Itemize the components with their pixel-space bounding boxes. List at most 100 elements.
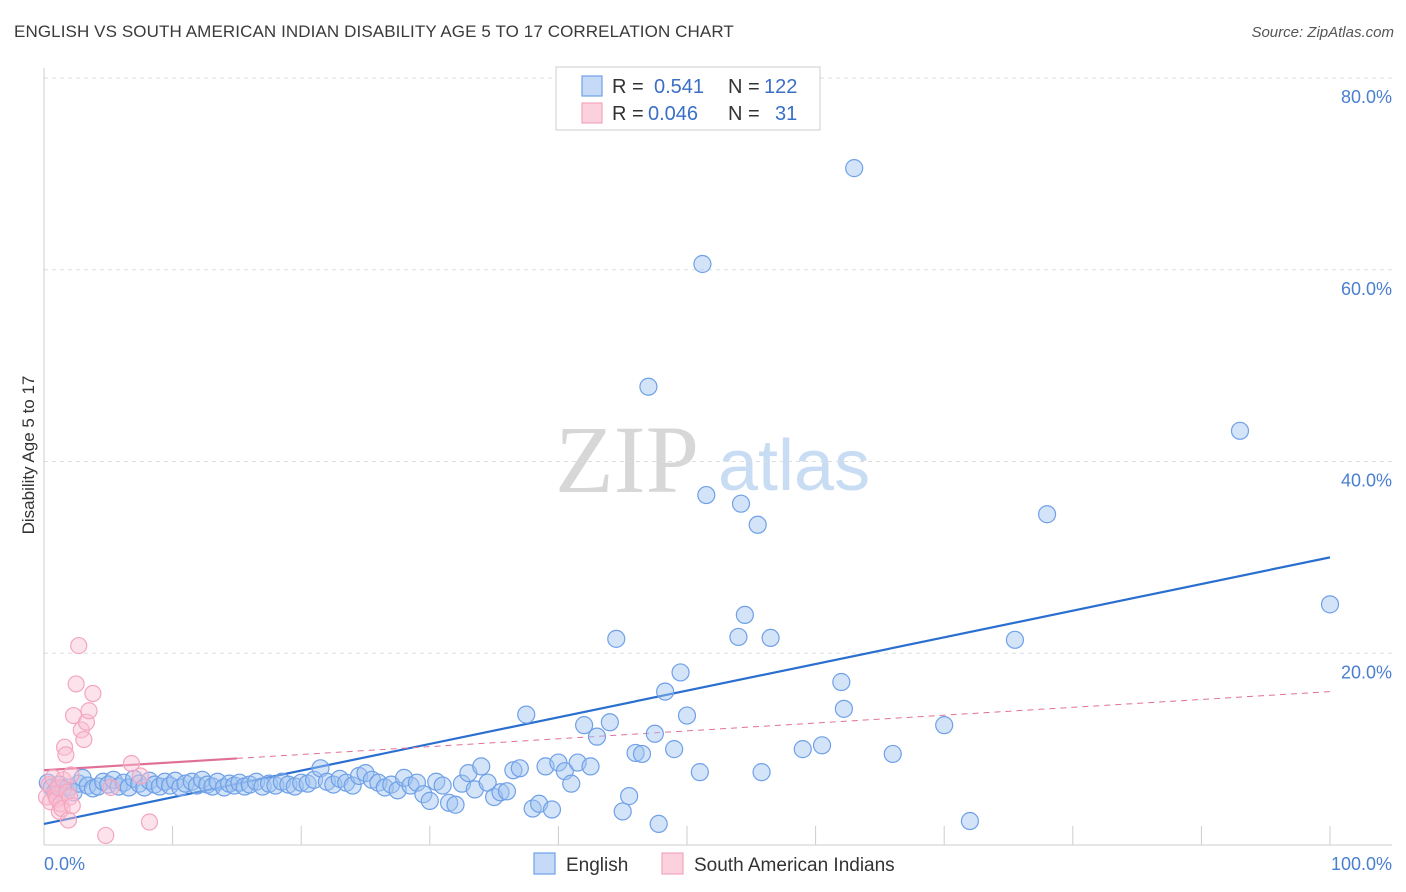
english-point-116 <box>761 628 780 648</box>
english-point-111 <box>729 627 748 647</box>
english-point-101 <box>639 377 658 396</box>
english-point-94 <box>587 727 607 746</box>
english-point-82 <box>510 759 529 778</box>
sai-point-25 <box>84 684 102 703</box>
english-point-117 <box>793 740 812 759</box>
bottom-legend-swatch-sai <box>661 852 684 875</box>
english-point-106 <box>671 663 690 682</box>
english-point-108 <box>690 763 709 782</box>
english-point-109 <box>693 254 712 274</box>
english-point-72 <box>446 795 465 814</box>
english-point-93 <box>581 757 600 776</box>
english-point-76 <box>472 757 491 776</box>
sai-point-12 <box>57 746 75 764</box>
english-point-79 <box>491 783 510 802</box>
english-point-118 <box>812 736 832 755</box>
english-point-122 <box>883 744 902 764</box>
legend-n-label-2: N = <box>728 103 760 125</box>
english-point-115 <box>752 763 771 782</box>
legend-swatch-sai <box>581 102 603 124</box>
chart-title: ENGLISH VS SOUTH AMERICAN INDIAN DISABIL… <box>14 22 734 41</box>
axes <box>43 68 1392 846</box>
legend-r-value-2: 0.046 <box>648 103 698 125</box>
legend-r-label-1: R = <box>612 76 644 98</box>
bottom-legend-swatch-english <box>533 852 556 875</box>
sai-point-17 <box>63 797 81 815</box>
english-point-107 <box>677 706 697 725</box>
english-point-80 <box>497 782 517 801</box>
english-point-103 <box>649 814 668 834</box>
english-point-125 <box>1005 630 1025 649</box>
sai-point-28 <box>122 754 141 773</box>
source-label: Source: ZipAtlas.com <box>1251 24 1394 41</box>
english-point-120 <box>834 699 853 718</box>
legend: R = 0.541 N = 122 R = 0.046 N = 31 <box>555 66 821 131</box>
english-point-123 <box>935 716 954 735</box>
english-point-121 <box>845 159 864 178</box>
english-point-66 <box>407 773 427 792</box>
sai-trend-line-dashed <box>236 691 1331 759</box>
english-point-100 <box>632 744 652 764</box>
y-tick-label-2: 60.0% <box>1341 279 1392 299</box>
x-ticks: 0.0% 100.0% <box>44 854 1392 874</box>
english-point-112 <box>731 494 751 513</box>
english-point-104 <box>656 682 675 701</box>
english-point-81 <box>504 761 523 780</box>
english-point-71 <box>439 793 459 812</box>
english-point-99 <box>626 743 645 763</box>
sai-point-20 <box>70 636 88 655</box>
legend-swatch-english <box>581 75 603 97</box>
data-points <box>37 159 1340 845</box>
english-point-97 <box>613 802 632 821</box>
english-point-67 <box>414 785 433 804</box>
legend-r-value-1: 0.541 <box>654 76 704 98</box>
english-point-105 <box>665 740 684 759</box>
english-point-110 <box>697 485 716 505</box>
sai-point-29 <box>131 767 150 785</box>
x-tick-label-0: 0.0% <box>44 854 85 874</box>
watermark-zip: ZIP <box>555 406 699 513</box>
english-point-56 <box>343 776 362 795</box>
english-point-70 <box>433 776 452 795</box>
legend-n-value-1: 122 <box>764 76 797 98</box>
sai-point-26 <box>97 826 115 845</box>
bottom-legend-english: English <box>566 855 628 876</box>
sai-point-14 <box>59 811 78 829</box>
english-point-58 <box>356 763 375 783</box>
sai-point-30 <box>140 813 159 831</box>
legend-r-label-2: R = <box>612 103 644 125</box>
y-ticks: 20.0% 40.0% 60.0% 80.0% <box>1341 87 1392 682</box>
english-point-17 <box>119 778 138 797</box>
english-point-113 <box>735 605 754 625</box>
english-point-87 <box>542 800 562 819</box>
grid-lines <box>44 77 1392 654</box>
sai-point-3 <box>44 769 62 787</box>
legend-n-value-2: 31 <box>775 103 797 125</box>
y-tick-label-1: 40.0% <box>1341 471 1392 491</box>
bottom-legend-sai: South American Indians <box>694 855 895 876</box>
watermark-atlas: atlas <box>718 426 870 506</box>
y-tick-label-3: 80.0% <box>1341 87 1392 107</box>
english-point-126 <box>1037 505 1057 524</box>
english-point-90 <box>562 774 581 793</box>
y-axis-label: Disability Age 5 to 17 <box>19 376 38 535</box>
sai-point-22 <box>75 730 93 749</box>
english-point-127 <box>1230 421 1250 440</box>
english-point-128 <box>1320 595 1340 614</box>
bottom-legend: English South American Indians <box>533 852 895 876</box>
english-point-83 <box>517 705 536 724</box>
y-tick-label-0: 20.0% <box>1341 662 1392 682</box>
sai-point-16 <box>62 766 80 784</box>
sai-point-27 <box>102 778 120 797</box>
english-point-92 <box>575 716 594 735</box>
english-point-124 <box>960 811 980 831</box>
english-point-98 <box>620 787 639 806</box>
sai-point-24 <box>80 702 98 720</box>
english-point-114 <box>748 515 767 534</box>
english-point-119 <box>832 672 851 692</box>
english-point-96 <box>607 629 626 648</box>
english-point-102 <box>645 724 664 743</box>
legend-n-label-1: N = <box>728 76 760 98</box>
english-point-68 <box>420 791 439 810</box>
